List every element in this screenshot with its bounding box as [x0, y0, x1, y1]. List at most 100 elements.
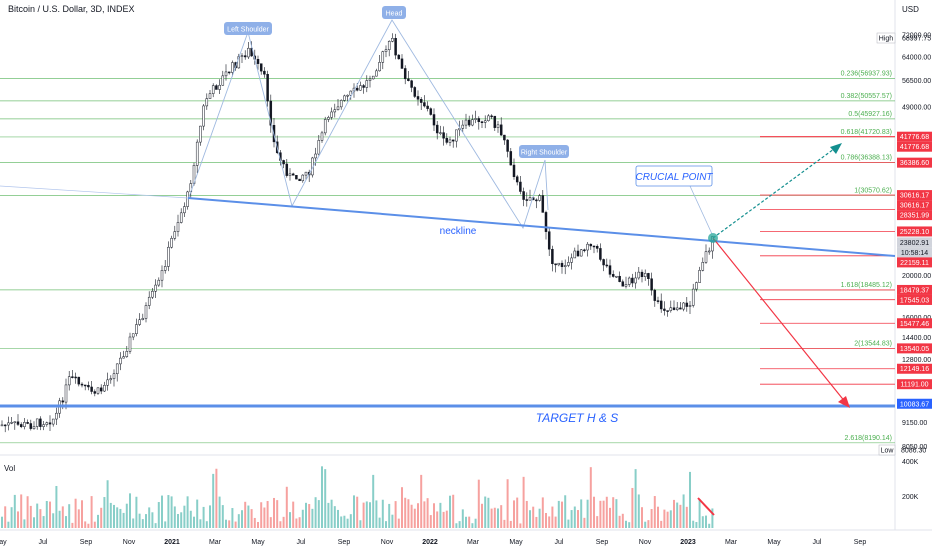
candle-body — [426, 105, 429, 109]
candle-body — [154, 284, 157, 292]
candle-body — [666, 310, 669, 312]
candle-body — [368, 78, 372, 81]
price-badge: 18479.37 — [900, 287, 929, 294]
candle-body — [144, 305, 148, 319]
candle-body — [141, 318, 145, 321]
volume-bar — [241, 510, 243, 528]
candle-body — [685, 302, 689, 307]
volume-bar — [349, 514, 352, 528]
candle-body — [3, 424, 7, 427]
volume-bar — [228, 520, 231, 528]
price-badge: 13540.05 — [900, 346, 929, 353]
volume-bar — [445, 510, 448, 528]
volume-bar — [401, 487, 403, 528]
volume-bar — [93, 521, 96, 528]
candle-body — [48, 422, 52, 425]
candle-body — [704, 251, 708, 263]
candle-body — [410, 80, 413, 88]
candle-body — [480, 121, 484, 123]
candle-body — [528, 197, 532, 201]
volume-bar — [327, 502, 330, 528]
price-badge-bg — [897, 226, 932, 237]
price-tick: 14400.00 — [902, 335, 931, 342]
volume-bar — [621, 513, 624, 528]
price-badge-bg — [897, 247, 932, 258]
volume-bar — [167, 495, 170, 528]
volume-tick-200k: 200K — [902, 494, 919, 501]
volume-bar — [532, 506, 535, 528]
volume-bar — [711, 508, 714, 528]
volume-bar — [404, 497, 407, 528]
volume-bar — [452, 494, 455, 528]
volume-bar — [333, 506, 336, 528]
crucial-point-marker — [708, 233, 718, 243]
candle-body — [256, 58, 260, 64]
volume-bar — [1, 516, 3, 528]
volume-bar — [234, 521, 237, 528]
candle-body — [400, 58, 404, 69]
candle-body — [637, 271, 641, 279]
candle-body — [90, 386, 93, 392]
candle-body — [576, 250, 580, 257]
price-badge-bg — [897, 257, 932, 268]
candle-body — [327, 117, 330, 120]
candle-body — [317, 140, 321, 155]
candle-body — [547, 231, 551, 250]
candle-body — [675, 307, 679, 310]
time-tick: Nov — [639, 539, 652, 546]
volume-bar — [647, 520, 650, 528]
candle-body — [499, 124, 503, 136]
candle-body — [288, 173, 292, 176]
candle-body — [0, 424, 4, 427]
volume-bar — [663, 509, 666, 528]
volume-bar — [429, 515, 432, 528]
price-tick: 72000.00 — [902, 32, 931, 39]
candle-body — [87, 385, 90, 388]
volume-bar — [420, 474, 423, 528]
volume-bar — [455, 523, 458, 528]
candle-body — [496, 124, 500, 128]
price-badge: 15477.46 — [900, 321, 929, 328]
volume-bar — [49, 501, 51, 528]
volume-bar — [314, 497, 317, 528]
candle-body — [349, 90, 353, 96]
volume-bar — [362, 502, 365, 528]
volume-bar — [394, 501, 397, 528]
candle-body — [218, 84, 221, 90]
high-value: 68997.75 — [902, 36, 931, 43]
volume-bar — [487, 497, 490, 528]
candle-body — [16, 421, 20, 425]
volume-bar — [250, 509, 253, 528]
volume-bar — [561, 501, 563, 528]
candle-body — [163, 266, 167, 271]
candle-body — [663, 308, 666, 311]
candle-body — [336, 106, 340, 111]
volume-bar — [97, 514, 99, 528]
volume-bar — [657, 506, 659, 528]
red-level-lines — [760, 136, 895, 385]
candle-body — [151, 290, 154, 298]
volume-bar — [209, 505, 211, 528]
volume-bar — [61, 506, 64, 528]
candle-body — [77, 376, 81, 385]
candle-body — [602, 259, 605, 266]
candle-body — [131, 333, 135, 338]
volume-bar — [689, 471, 691, 528]
price-badge-bg — [897, 210, 932, 221]
volume-bar — [381, 499, 384, 528]
candle-body — [362, 85, 365, 88]
candle-body — [250, 47, 253, 57]
candle-body — [471, 119, 474, 126]
candle-body — [205, 98, 209, 107]
candle-body — [32, 426, 36, 429]
head-label: Head — [386, 11, 403, 18]
price-badge: 30616.17 — [900, 193, 929, 200]
candle-body — [583, 249, 586, 252]
volume-bar — [545, 512, 547, 528]
volume-bar — [109, 502, 112, 528]
candle-body — [634, 277, 637, 284]
volume-bar — [148, 507, 151, 528]
volume-bar — [557, 500, 560, 528]
volume-bar — [625, 520, 627, 528]
